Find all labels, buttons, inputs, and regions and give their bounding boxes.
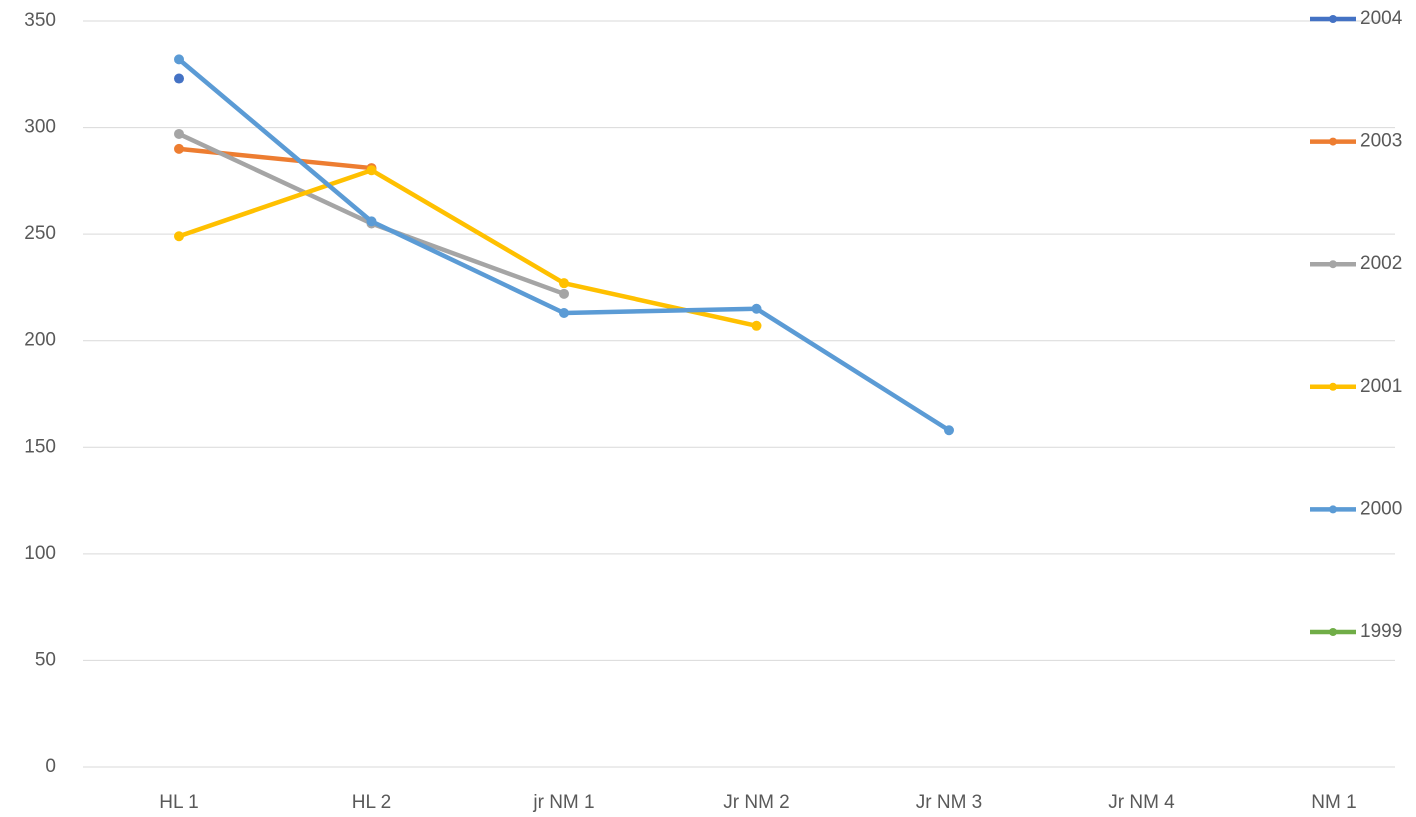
x-tick-label: NM 1	[1311, 792, 1356, 813]
legend-marker	[1329, 137, 1337, 146]
y-tick-label: 0	[45, 756, 56, 777]
legend-label: 2001	[1360, 376, 1402, 397]
x-tick-label: Jr NM 2	[723, 792, 790, 813]
y-tick-label: 200	[24, 330, 56, 351]
series-line	[176, 131, 567, 297]
x-tick-label: jr NM 1	[532, 792, 594, 813]
series-marker	[559, 308, 569, 319]
legend-label: 1999	[1360, 621, 1402, 642]
series-marker	[366, 165, 377, 176]
series-marker	[174, 54, 184, 65]
y-tick-label: 300	[24, 117, 56, 138]
x-tick-label: HL 1	[159, 792, 198, 813]
y-tick-label: 50	[35, 649, 56, 670]
series-marker	[944, 425, 954, 436]
y-tick-label: 250	[24, 223, 56, 244]
legend-marker	[1329, 628, 1337, 636]
series-marker	[751, 303, 762, 314]
legend-marker	[1329, 15, 1337, 23]
x-tick-label: Jr NM 4	[1108, 792, 1175, 813]
x-tick-label: HL 2	[352, 792, 391, 813]
legend-label: 2000	[1360, 498, 1402, 519]
series-marker	[174, 143, 184, 154]
series-marker	[174, 231, 184, 242]
series-marker	[751, 320, 762, 331]
y-tick-label: 350	[24, 10, 56, 31]
series-marker	[366, 216, 377, 227]
legend-label: 2003	[1360, 131, 1402, 152]
series-marker	[559, 278, 569, 289]
legend-label: 2002	[1360, 253, 1402, 274]
series-marker	[174, 128, 184, 139]
legend-marker	[1329, 382, 1337, 391]
y-tick-label: 100	[24, 543, 56, 564]
series-line	[176, 167, 759, 329]
series-marker	[174, 73, 184, 84]
legend-marker	[1329, 260, 1337, 269]
legend-label: 2004	[1360, 8, 1403, 29]
series-line	[176, 146, 374, 171]
x-tick-label: Jr NM 3	[916, 792, 983, 813]
series-line	[176, 57, 952, 433]
series-marker	[559, 288, 569, 299]
legend-marker	[1329, 505, 1337, 514]
y-tick-label: 150	[24, 436, 56, 457]
